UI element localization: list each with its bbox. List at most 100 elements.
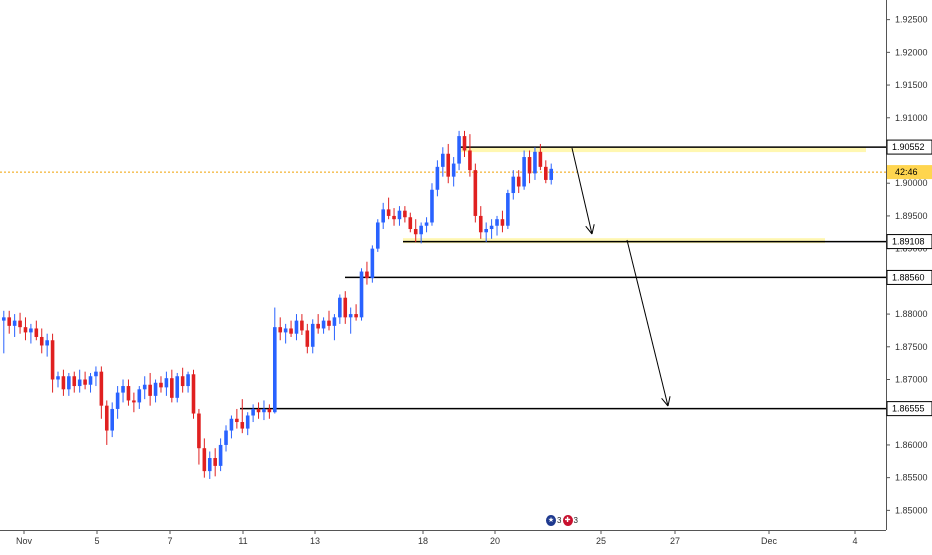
candle-body[interactable] [354,314,358,318]
candle-body[interactable] [316,323,320,329]
candle-body[interactable] [506,193,510,226]
candle-body[interactable] [229,418,234,431]
candle-body[interactable] [267,408,272,413]
candle-body[interactable] [516,176,521,187]
candle-body[interactable] [29,328,33,333]
candle-body[interactable] [283,328,288,333]
candle-body[interactable] [273,327,277,413]
candle-body[interactable] [2,317,6,321]
candle-body[interactable] [327,320,331,326]
candle-body[interactable] [424,222,429,226]
candle-body[interactable] [34,328,39,337]
candle-body[interactable] [67,376,71,390]
candle-body[interactable] [94,371,98,377]
candle-body[interactable] [332,317,337,326]
candle-body[interactable] [153,382,158,396]
candle-body[interactable] [538,151,543,167]
candle-body[interactable] [159,382,163,388]
candle-body[interactable] [50,340,55,380]
candle-body[interactable] [289,328,293,334]
candle-body[interactable] [137,389,142,403]
candle-body[interactable] [365,271,369,279]
candle-body[interactable] [202,448,207,472]
supply-demand-zone[interactable] [403,238,825,244]
candle-body[interactable] [544,166,548,180]
candle-body[interactable] [375,222,380,249]
candle-body[interactable] [305,330,310,347]
candle-body[interactable] [430,189,434,223]
candle-body[interactable] [256,408,261,413]
candle-body[interactable] [381,209,385,223]
arrow-down-short[interactable] [571,147,593,235]
candle-body[interactable] [522,157,526,187]
candle-body[interactable] [126,386,131,401]
candle-body[interactable] [441,153,445,167]
candle-body[interactable] [468,150,472,171]
candle-body[interactable] [99,371,104,406]
candle-body[interactable] [72,376,77,387]
candle-body[interactable] [489,225,494,230]
economic-events-badge[interactable]: ★ 3 ✚ 3 [546,512,578,528]
candle-body[interactable] [348,314,353,318]
candle-body[interactable] [484,229,488,233]
candle-body[interactable] [262,408,266,413]
candle-body[interactable] [121,386,125,393]
candle-body[interactable] [549,168,554,180]
candle-body[interactable] [511,176,516,194]
candle-body[interactable] [77,379,82,387]
candle-body[interactable] [419,225,423,235]
candle-body[interactable] [186,374,190,387]
candle-body[interactable] [224,430,228,445]
candle-body[interactable] [180,376,185,387]
candle-body[interactable] [413,229,418,235]
arrow-down-long[interactable] [626,239,669,407]
candle-body[interactable] [240,422,245,429]
candle-body[interactable] [83,379,87,385]
candle-body[interactable] [386,209,391,216]
candle-body[interactable] [446,153,451,177]
candle-body[interactable] [191,374,196,414]
candle-body[interactable] [527,157,532,174]
candle-body[interactable] [7,317,12,326]
candle-body[interactable] [39,336,44,346]
candle-body[interactable] [300,320,304,331]
candle-body[interactable] [343,297,348,318]
candle-body[interactable] [175,376,180,398]
candle-body[interactable] [142,384,147,390]
candle-body[interactable] [18,320,22,328]
candle-body[interactable] [310,323,315,347]
candle-body[interactable] [132,400,136,403]
candle-body[interactable] [213,458,217,466]
candle-body[interactable] [207,458,212,472]
candle-body[interactable] [61,376,66,390]
candle-body[interactable] [197,413,201,449]
candle-body[interactable] [495,219,499,226]
candle-body[interactable] [462,136,467,151]
candle-body[interactable] [245,415,250,429]
candle-body[interactable] [45,340,49,346]
candle-body[interactable] [235,418,239,423]
candle-body[interactable] [23,327,28,333]
candle-body[interactable] [115,392,120,409]
candle-body[interactable] [251,408,255,416]
candle-body[interactable] [148,384,152,396]
candle-body[interactable] [278,327,283,333]
candle-body[interactable] [478,215,483,233]
candle-body[interactable] [218,444,223,466]
candle-body[interactable] [338,297,342,318]
candle-body[interactable] [359,271,364,318]
candle-body[interactable] [170,378,174,398]
candle-body[interactable] [403,210,407,218]
candle-body[interactable] [500,219,505,226]
candle-body[interactable] [408,217,413,230]
candle-body[interactable] [12,320,17,326]
candle-body[interactable] [370,248,375,279]
candle-body[interactable] [397,210,402,220]
candle-body[interactable] [435,166,440,190]
candle-body[interactable] [164,378,169,388]
candle-body[interactable] [392,215,396,220]
candle-body[interactable] [56,376,60,380]
supply-demand-zone[interactable] [460,147,866,153]
candle-body[interactable] [451,163,456,177]
